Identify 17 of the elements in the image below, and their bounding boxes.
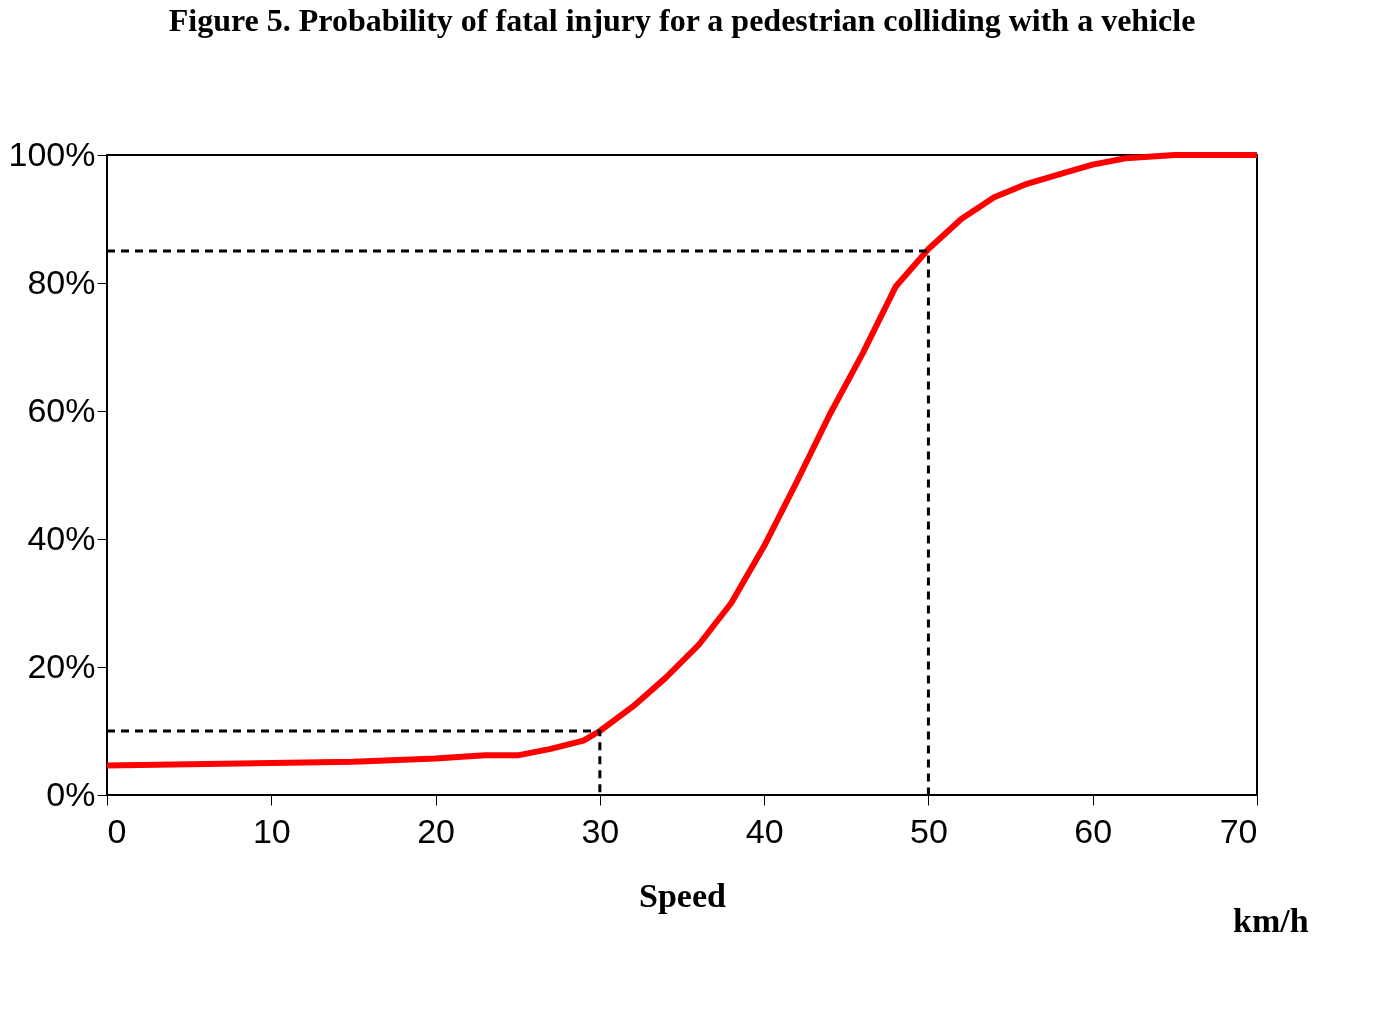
x-tick-label: 40: [745, 811, 784, 850]
x-axis-title: Speed: [639, 876, 727, 914]
x-tick-label: 60: [1074, 811, 1113, 850]
x-tick-label: 30: [581, 811, 620, 850]
x-tick-label: 50: [910, 811, 948, 850]
y-tick-label: 60%: [27, 390, 96, 429]
chart-title: Figure 5. Probability of fatal injury for a pedestrian colliding with a vehicle: [168, 2, 1196, 38]
y-tick-label: 100%: [8, 134, 96, 173]
text: km/h: [1233, 902, 1309, 939]
x-tick-label: 70: [1219, 811, 1258, 850]
x-tick-label: 20: [417, 811, 455, 850]
y-tick-label: 40%: [27, 518, 96, 557]
x-tick-label: 0: [107, 811, 127, 850]
y-tick-label: 80%: [27, 262, 96, 301]
y-tick-label: 20%: [27, 646, 96, 685]
y-tick-label: 0%: [46, 774, 96, 813]
x-tick-label: 10: [252, 811, 291, 850]
